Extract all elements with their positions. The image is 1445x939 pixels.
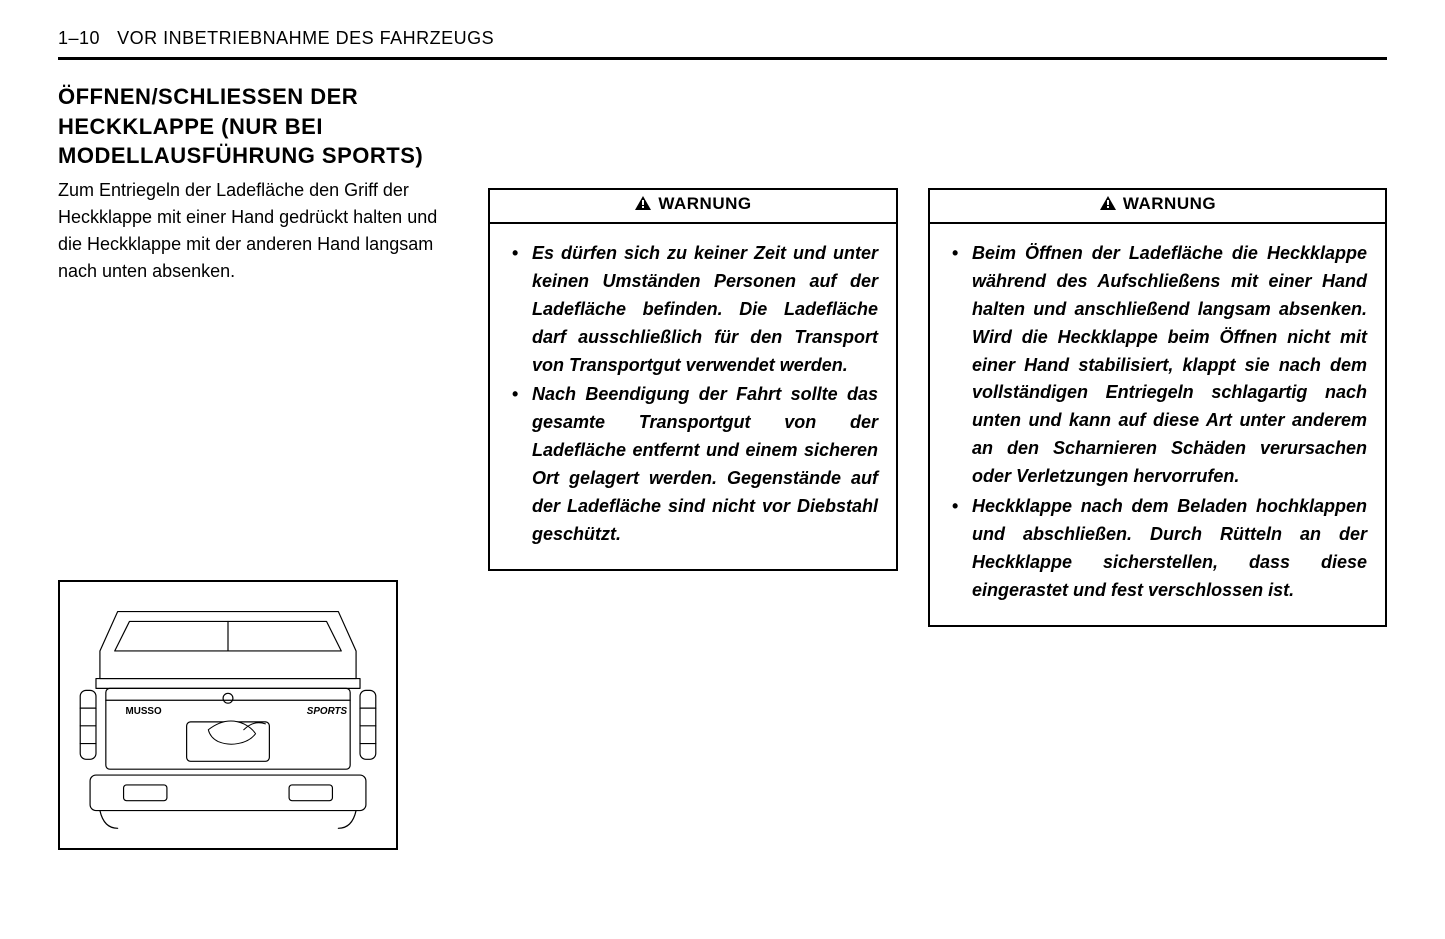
warning-body: Beim Öffnen der Ladefläche die Heckklapp… (930, 224, 1385, 625)
running-title: VOR INBETRIEBNAHME DES FAHRZEUGS (117, 28, 494, 48)
section-title-line: HECKKLAPPE (NUR BEI (58, 112, 458, 142)
section-title-line: MODELLAUSFÜHRUNG SPORTS) (58, 141, 458, 171)
three-column-layout: ÖFFNEN/SCHLIESSEN DER HECKKLAPPE (NUR BE… (58, 82, 1387, 850)
badge-right-text: SPORTS (307, 706, 348, 717)
vehicle-rear-svg: MUSSO SPORTS (60, 582, 396, 848)
column-2: WARNUNG Es dürfen sich zu keiner Zeit un… (488, 82, 898, 850)
warning-item: Nach Beendigung der Fahrt sollte das ges… (510, 381, 878, 548)
warning-box-2: WARNUNG Beim Öffnen der Ladefläche die H… (928, 188, 1387, 627)
page-number: 1–10 (58, 28, 100, 48)
warning-header: WARNUNG (490, 190, 896, 224)
warning-header: WARNUNG (930, 190, 1385, 224)
badge-left-text: MUSSO (126, 706, 162, 717)
running-header: 1–10 VOR INBETRIEBNAHME DES FAHRZEUGS (58, 28, 1387, 49)
intro-paragraph: Zum Entriegeln der Ladefläche den Griff … (58, 177, 458, 285)
warning-icon (1099, 195, 1117, 216)
section-title: ÖFFNEN/SCHLIESSEN DER HECKKLAPPE (NUR BE… (58, 82, 458, 171)
warning-icon (634, 195, 652, 216)
header-rule (58, 57, 1387, 60)
warning-label: WARNUNG (1123, 194, 1216, 213)
column-1: ÖFFNEN/SCHLIESSEN DER HECKKLAPPE (NUR BE… (58, 82, 458, 850)
section-title-line: ÖFFNEN/SCHLIESSEN DER (58, 82, 458, 112)
column-3: WARNUNG Beim Öffnen der Ladefläche die H… (928, 82, 1387, 850)
warning-label: WARNUNG (658, 194, 751, 213)
tailgate-illustration: MUSSO SPORTS (58, 580, 398, 850)
warning-item: Es dürfen sich zu keiner Zeit und unter … (510, 240, 878, 379)
manual-page: 1–10 VOR INBETRIEBNAHME DES FAHRZEUGS ÖF… (0, 0, 1445, 939)
warning-item: Heckklappe nach dem Beladen hochklappen … (950, 493, 1367, 605)
warning-body: Es dürfen sich zu keiner Zeit und unter … (490, 224, 896, 569)
warning-box-1: WARNUNG Es dürfen sich zu keiner Zeit un… (488, 188, 898, 571)
warning-item: Beim Öffnen der Ladefläche die Heckklapp… (950, 240, 1367, 491)
